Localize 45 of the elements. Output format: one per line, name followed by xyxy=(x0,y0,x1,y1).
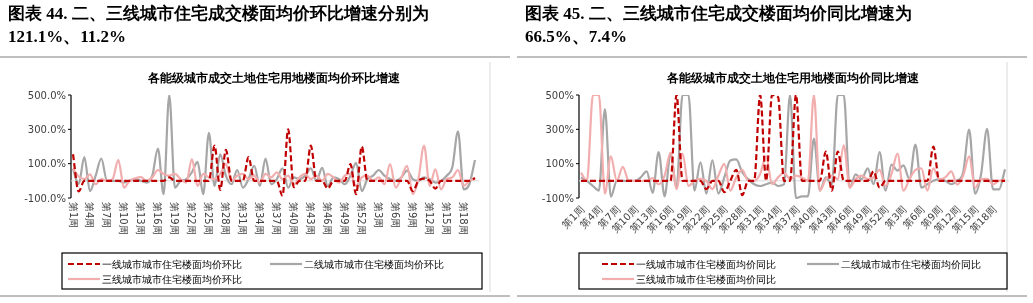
x-tick-label: 第31周 xyxy=(237,202,249,235)
legend-label: 二线城市城市住宅楼面均价同比 xyxy=(841,259,981,270)
x-tick-label: 第52周 xyxy=(356,202,368,235)
y-tick-label: -100.0% xyxy=(24,192,66,204)
chart-title: 图表 44. 二、三线城市住宅成交楼面均价环比增速分别为121.1%、11.2% xyxy=(8,3,430,48)
x-tick-label: 第19周 xyxy=(169,202,181,235)
x-tick-label: 第13周 xyxy=(135,202,147,235)
x-tick-label: 第49周 xyxy=(339,202,351,235)
y-tick-label: -100% xyxy=(541,192,574,204)
x-tick-label: 第37周 xyxy=(271,202,283,235)
x-tick-label: 第15周 xyxy=(441,202,453,235)
y-tick-label: 300% xyxy=(545,123,574,135)
x-tick-label: 第18周 xyxy=(458,202,470,235)
x-tick-label: 第4周 xyxy=(84,202,96,229)
x-tick-label: 第22周 xyxy=(186,202,198,235)
line-series xyxy=(71,95,477,196)
x-tick-label: 第1周 xyxy=(67,202,79,229)
chart-subtitle: 各能级城市成交土地住宅用地楼面均价同比增速 xyxy=(666,71,920,85)
x-tick-label: 第46周 xyxy=(322,202,334,235)
x-tick-label: 第6周 xyxy=(390,202,402,229)
x-tick-label: 第3周 xyxy=(373,202,385,229)
y-tick-label: 100.0% xyxy=(27,158,66,170)
legend-label: 一线城市城市住宅楼面均价环比 xyxy=(102,259,242,270)
y-tick-label: 100% xyxy=(545,158,574,170)
y-tick-label: 500% xyxy=(545,89,574,101)
legend-label: 二线城市城市住宅楼面均价环比 xyxy=(304,259,444,270)
x-tick-label: 第12周 xyxy=(424,202,436,235)
x-tick-label: 第9周 xyxy=(407,202,419,229)
line-series xyxy=(71,144,477,196)
x-tick-label: 第16周 xyxy=(152,202,164,235)
chart-title: 图表 45. 二、三线城市住宅成交楼面均价同比增速为66.5%、7.4% xyxy=(525,3,913,48)
x-tick-label: 第7周 xyxy=(101,202,113,229)
line-series xyxy=(71,128,477,197)
x-tick-label: 第10周 xyxy=(118,202,130,235)
x-tick-label: 第40周 xyxy=(288,202,300,235)
x-tick-label: 第34周 xyxy=(254,202,266,235)
y-tick-label: 300.0% xyxy=(27,123,66,135)
legend-label: 三线城市城市住宅楼面均价环比 xyxy=(102,274,242,285)
x-tick-label: 第25周 xyxy=(203,202,215,235)
x-tick-label: 第28周 xyxy=(220,202,232,235)
legend-label: 三线城市城市住宅楼面均价同比 xyxy=(636,274,776,285)
chart-subtitle: 各能级城市成交土地住宅用地楼面均价环比增速 xyxy=(147,71,401,85)
x-tick-label: 第43周 xyxy=(305,202,317,235)
y-tick-label: 500.0% xyxy=(27,89,66,101)
legend-label: 一线城市城市住宅楼面均价同比 xyxy=(636,259,776,270)
